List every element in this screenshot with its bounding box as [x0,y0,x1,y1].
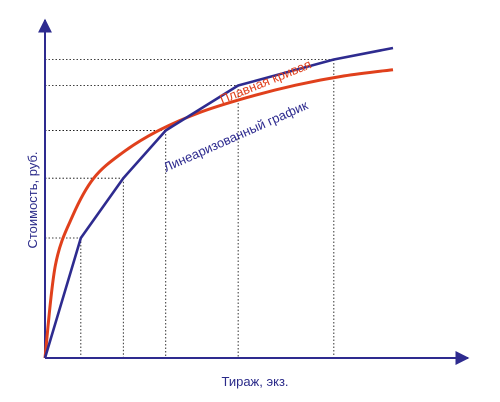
smooth-curve-line [43,68,394,359]
linear-graph-label: Линеаризованный график [161,97,310,174]
linearized-line [43,46,394,359]
series-layer [43,46,394,359]
x-axis-title: Тираж, экз. [221,374,288,389]
y-axis-title: Стоимость, руб. [25,151,40,248]
